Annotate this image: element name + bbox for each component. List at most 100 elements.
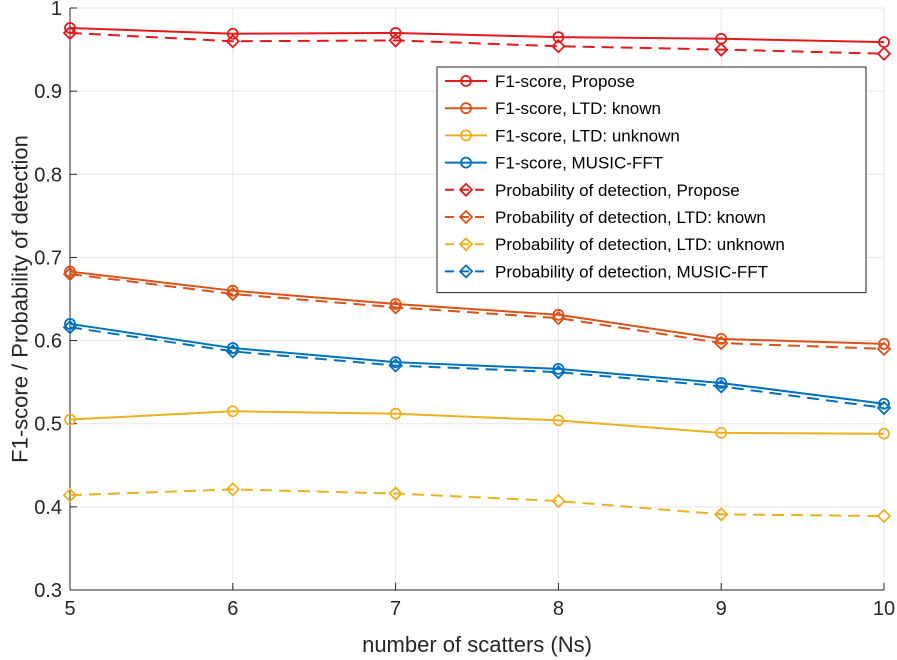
legend-marker xyxy=(458,264,474,279)
data-point xyxy=(226,342,239,354)
legend-label: F1-score, LTD: known xyxy=(495,99,661,118)
data-point xyxy=(878,337,890,350)
x-tick-label: 6 xyxy=(227,598,238,620)
data-point xyxy=(226,405,239,418)
axes: 5 6 7 8 9 10 0.3 0.4 0.5 0.6 0.7 0.8 0.9 1 xyxy=(34,0,895,620)
data-point xyxy=(388,300,403,315)
data-point xyxy=(551,38,566,54)
legend-label: F1-score, Propose xyxy=(495,72,635,91)
data-point xyxy=(713,42,729,57)
y-tick-label: 0.3 xyxy=(34,580,62,602)
data-point xyxy=(551,310,566,326)
y-tick-label: 0.9 xyxy=(34,81,62,103)
data-point xyxy=(715,377,728,389)
legend-item: F1-score, Propose xyxy=(445,72,635,91)
y-tick-label: 0.8 xyxy=(34,164,62,186)
data-point xyxy=(62,266,78,282)
data-point xyxy=(878,397,890,410)
series-pd-4 xyxy=(62,25,892,62)
legend-label: F1-score, LTD: unknown xyxy=(495,126,680,145)
data-point xyxy=(389,298,402,310)
x-tick-label: 10 xyxy=(873,598,895,620)
series-line xyxy=(69,322,885,405)
data-point xyxy=(388,486,403,501)
data-point xyxy=(715,426,728,439)
x-tick-label: 8 xyxy=(553,598,564,620)
data-point xyxy=(713,335,729,351)
series-pd-6 xyxy=(62,482,892,524)
legend-marker xyxy=(460,75,472,87)
legend-label: Probability of detection, Propose xyxy=(495,181,740,200)
y-tick-label: 0.5 xyxy=(34,414,62,436)
data-point xyxy=(389,27,402,39)
data-point xyxy=(225,286,241,302)
legend-label: Probability of detection, LTD: unknown xyxy=(495,235,785,254)
data-point xyxy=(62,25,78,41)
series-pd-5 xyxy=(62,266,892,357)
data-point xyxy=(876,400,892,416)
data-point xyxy=(64,265,76,278)
data-point xyxy=(552,362,565,375)
x-tick-label: 7 xyxy=(390,598,401,620)
legend: F1-score, Propose F1-score, LTD: known F1-… xyxy=(436,66,867,294)
legend-marker xyxy=(460,129,472,142)
legend-label: F1-score, MUSIC-FFT xyxy=(495,154,663,173)
y-tick-label: 0.6 xyxy=(34,331,62,353)
data-point xyxy=(64,318,76,330)
data-point xyxy=(62,319,78,335)
legend-marker xyxy=(460,102,472,115)
y-tick-label: 0.7 xyxy=(34,247,62,269)
legend-marker xyxy=(458,182,474,198)
legend-item: Probability of detection, MUSIC-FFT xyxy=(445,262,768,281)
x-axis-label: number of scatters (Ns) xyxy=(362,632,592,657)
data-point xyxy=(713,507,729,522)
legend-label: Probability of detection, LTD: known xyxy=(495,208,766,227)
data-point xyxy=(876,508,892,524)
y-tick-label: 0.4 xyxy=(34,497,62,519)
data-point xyxy=(878,427,890,440)
data-point xyxy=(876,46,892,62)
data-point xyxy=(64,413,76,426)
legend-box xyxy=(436,66,867,294)
data-point xyxy=(551,493,566,509)
series-line xyxy=(69,410,885,435)
data-point xyxy=(552,414,565,427)
data-point xyxy=(62,487,78,503)
legend-marker xyxy=(460,156,472,169)
y-axis-label: F1-score / Probability of detection xyxy=(8,135,33,463)
data-point xyxy=(225,33,241,49)
series-line xyxy=(69,488,885,518)
data-point xyxy=(551,364,566,380)
series-f1-3 xyxy=(64,318,890,410)
legend-marker xyxy=(458,236,474,252)
y-tick-label: 1 xyxy=(51,0,62,20)
data-point xyxy=(389,407,402,420)
x-tick-label: 9 xyxy=(716,598,727,620)
legend-item: F1-score, LTD: unknown xyxy=(445,126,680,145)
legend-item: F1-score, LTD: known xyxy=(445,99,661,118)
data-point xyxy=(388,33,403,48)
legend-marker xyxy=(458,209,474,225)
x-tick-label: 5 xyxy=(64,598,75,620)
series-line xyxy=(69,270,885,345)
legend-label: Probability of detection, MUSIC-FFT xyxy=(495,262,768,281)
legend-item: Probability of detection, Propose xyxy=(445,181,740,200)
data-point xyxy=(876,341,892,357)
series-f1-2 xyxy=(64,405,890,440)
series-pd-7 xyxy=(62,319,892,416)
data-point xyxy=(552,308,565,321)
data-point xyxy=(713,379,729,394)
data-point xyxy=(225,344,241,359)
series-line xyxy=(69,26,885,44)
data-point xyxy=(389,356,402,369)
series-line xyxy=(69,31,885,55)
data-point xyxy=(388,358,403,373)
legend-item: F1-score, MUSIC-FFT xyxy=(445,154,663,173)
data-point xyxy=(225,482,241,497)
data-point xyxy=(552,31,565,43)
legend-item: Probability of detection, LTD: unknown xyxy=(445,235,785,254)
series-line xyxy=(69,326,885,409)
series-line xyxy=(69,273,885,350)
data-point xyxy=(226,284,239,297)
